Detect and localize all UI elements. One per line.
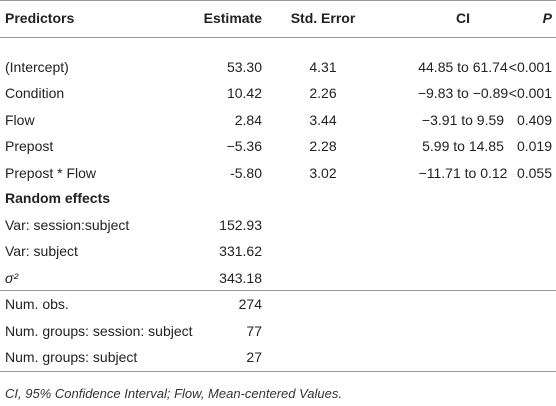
row-label: Prepost xyxy=(5,138,54,155)
value-cell: −3.91 to 9.59 xyxy=(421,111,505,128)
row-label: Num. obs. xyxy=(5,296,69,312)
footnote: CI, 95% Confidence Interval; Flow, Mean-… xyxy=(5,386,342,401)
value-cell: −9.83 to −0.89 xyxy=(417,85,509,102)
rule xyxy=(0,371,556,372)
value-cell: 77 xyxy=(246,322,262,339)
row-label: (Intercept) xyxy=(5,59,69,75)
value-cell: 2.84 xyxy=(234,111,262,128)
value-cell: 53.30 xyxy=(226,59,262,75)
header-cell: Std. Error xyxy=(290,10,356,26)
value-cell: 274 xyxy=(238,296,262,312)
value-cell: 27 xyxy=(246,349,262,365)
value-cell: 0.055 xyxy=(516,164,552,181)
header-cell: Predictors xyxy=(5,10,75,26)
section-title: Random effects xyxy=(5,190,111,206)
value-cell: 2.26 xyxy=(309,85,337,102)
value-cell: −11.71 to 0.12 xyxy=(418,164,508,181)
row-label: Num. groups: subject xyxy=(5,349,138,365)
row-label: Flow xyxy=(5,111,35,128)
row-label: σ² xyxy=(5,269,19,286)
value-cell: −5.36 xyxy=(226,138,262,155)
value-cell: 331.62 xyxy=(219,243,262,260)
row-label: Condition xyxy=(5,85,65,102)
value-cell: 2.28 xyxy=(309,138,337,155)
value-cell: 343.18 xyxy=(219,269,262,286)
row-label: Var: session:subject xyxy=(5,217,130,233)
value-cell: 3.02 xyxy=(309,164,337,181)
value-cell: <0.001 xyxy=(508,85,552,102)
value-cell: <0.001 xyxy=(508,59,552,75)
row-label: Prepost * Flow xyxy=(5,164,97,181)
header-cell: CI xyxy=(456,10,470,26)
rule xyxy=(0,37,556,38)
header-cell: Estimate xyxy=(203,10,262,26)
row-label: Num. groups: session: subject xyxy=(5,322,193,339)
value-cell: -5.80 xyxy=(230,164,262,181)
value-cell: 0.019 xyxy=(516,138,552,155)
rule xyxy=(0,290,556,291)
value-cell: 10.42 xyxy=(226,85,262,102)
value-cell: 4.31 xyxy=(309,59,337,75)
rule xyxy=(0,0,556,1)
value-cell: 0.409 xyxy=(516,111,552,128)
row-label: Var: subject xyxy=(5,243,78,260)
value-cell: 3.44 xyxy=(309,111,337,128)
value-cell: 44.85 to 61.74 xyxy=(418,59,508,75)
value-cell: 152.93 xyxy=(219,217,262,233)
header-cell: P xyxy=(542,10,552,26)
value-cell: 5.99 to 14.85 xyxy=(422,138,504,155)
